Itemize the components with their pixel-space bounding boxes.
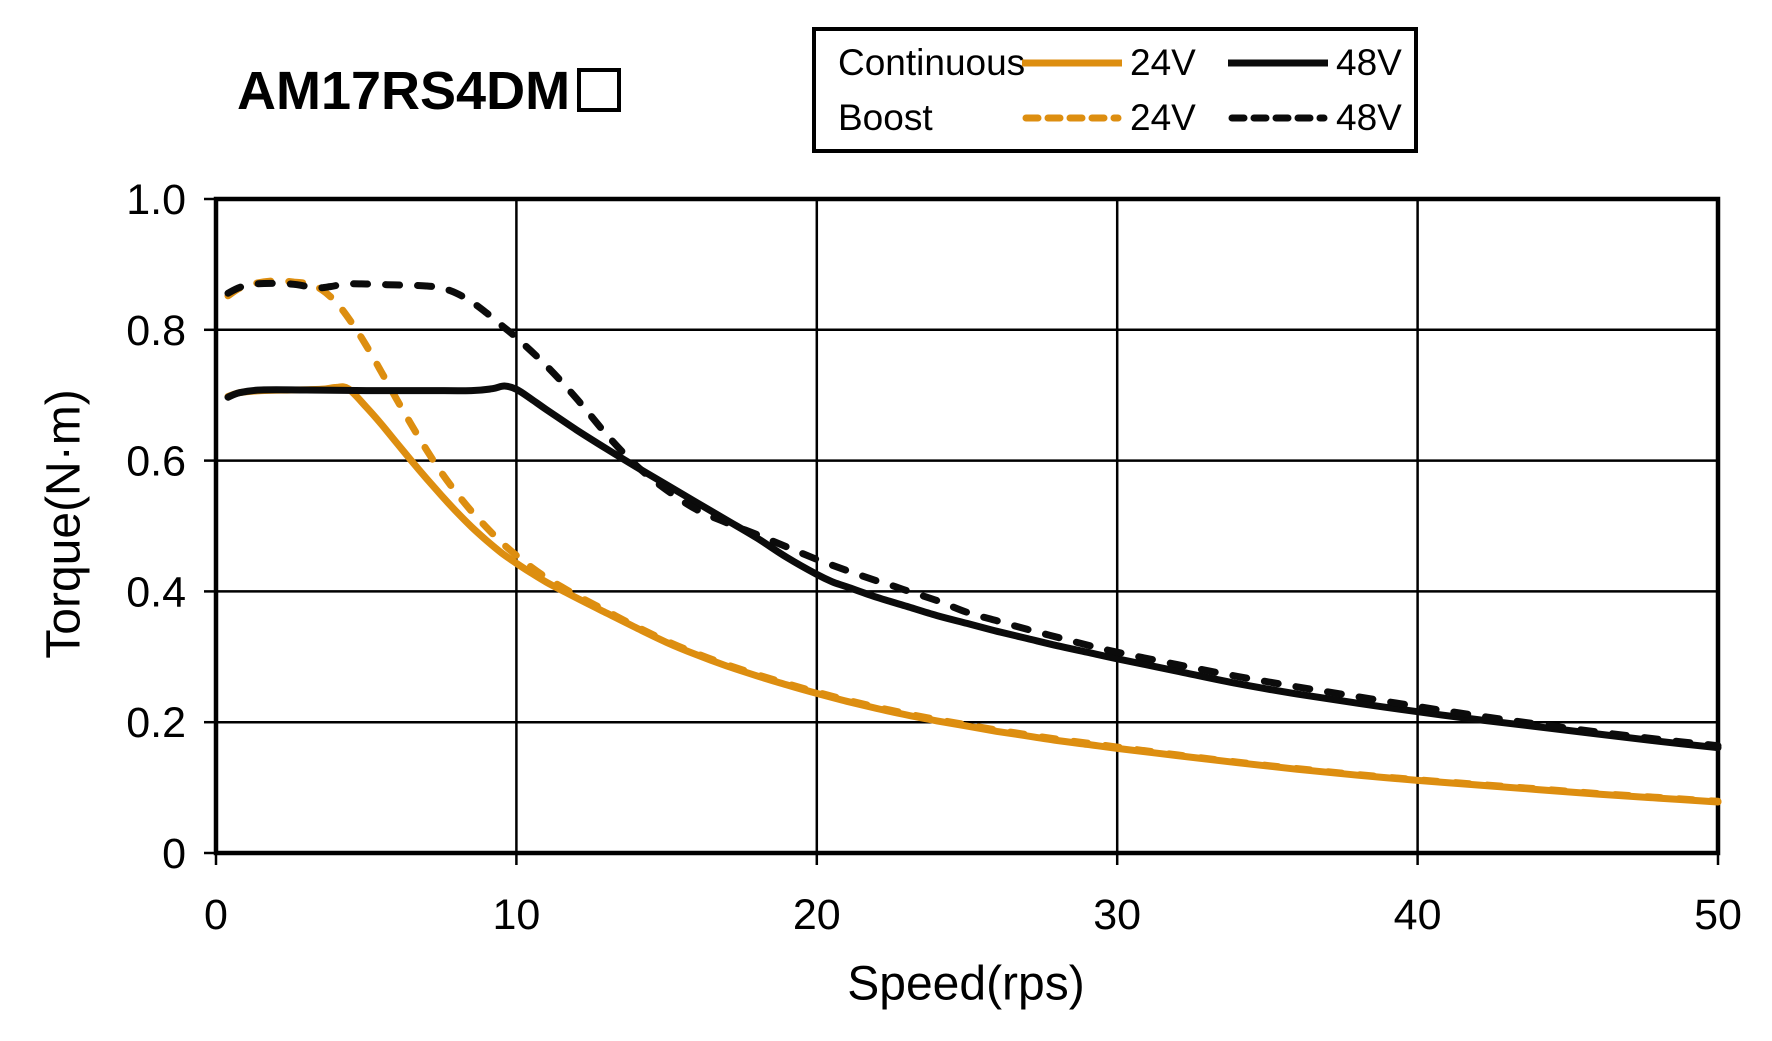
legend-row-continuous: Continuous 24V 48V (838, 42, 1414, 84)
y-axis-title: Torque(N·m) (37, 389, 91, 659)
plot-area-border (213, 196, 1721, 856)
curve-boost-48v (224, 279, 1722, 750)
y-tick-label-0: 0 (162, 830, 186, 878)
legend-label-boost-24v: 24V (1130, 96, 1196, 138)
curve-continuous-24v (224, 383, 1722, 806)
legend-sample-boost-24v-icon (1022, 114, 1122, 121)
legend-sample-boost-48v-icon (1228, 114, 1328, 121)
y-tick-label-0.2: 0.2 (126, 699, 186, 747)
legend-label-continuous-24v: 24V (1130, 41, 1196, 83)
x-tick-label-0: 0 (204, 891, 228, 939)
y-tick-label-0.6: 0.6 (126, 438, 186, 486)
x-tick-label-40: 40 (1394, 891, 1442, 939)
x-tick-label-10: 10 (492, 891, 540, 939)
y-tick-label-1.0: 1.0 (126, 176, 186, 224)
curve-continuous-48v (224, 382, 1722, 752)
model-suffix-placeholder-box (577, 68, 622, 112)
chart-title-model: AM17RS4DM (237, 61, 571, 121)
legend-label-continuous-48v: 48V (1336, 41, 1402, 83)
chart-title: AM17RS4DM (237, 61, 622, 121)
x-tick-label-30: 30 (1093, 891, 1141, 939)
legend-label-boost-48v: 48V (1336, 96, 1402, 138)
y-tick-label-0.8: 0.8 (126, 307, 186, 355)
legend-label-boost: Boost (838, 96, 933, 138)
legend-label-continuous: Continuous (838, 41, 1026, 83)
curve-boost-24v (224, 277, 1722, 805)
x-tick-label-50: 50 (1694, 891, 1742, 939)
x-axis-title: Speed(rps) (847, 957, 1085, 1011)
y-tick-label-0.4: 0.4 (126, 568, 186, 616)
x-tick-label-20: 20 (793, 891, 841, 939)
legend: Continuous 24V 48V Boost 24V 48V (812, 27, 1418, 153)
legend-sample-continuous-48v-icon (1228, 59, 1328, 66)
legend-row-boost: Boost 24V 48V (838, 97, 1414, 139)
legend-sample-continuous-24v-icon (1022, 59, 1122, 66)
